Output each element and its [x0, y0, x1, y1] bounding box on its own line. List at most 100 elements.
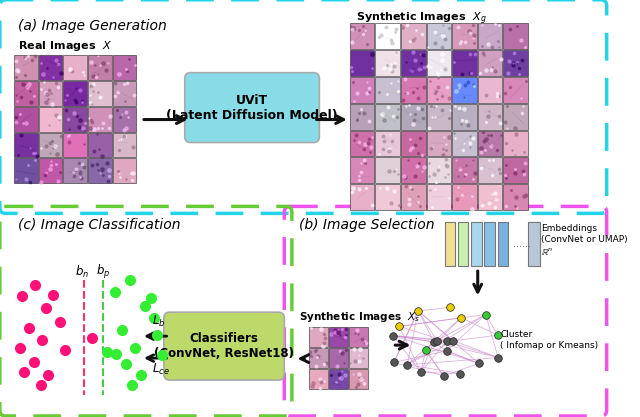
- Bar: [477, 103, 502, 130]
- Text: $b_p$: $b_p$: [95, 263, 110, 281]
- Bar: [349, 348, 368, 368]
- Text: $L_b$: $L_b$: [152, 314, 166, 329]
- Bar: [401, 184, 426, 211]
- Bar: [426, 158, 451, 183]
- Bar: [426, 103, 451, 130]
- Text: UViT
(Latent Diffusion Model): UViT (Latent Diffusion Model): [166, 93, 338, 122]
- Bar: [349, 327, 368, 347]
- Bar: [401, 23, 426, 49]
- Bar: [329, 369, 348, 389]
- Text: $b_n$: $b_n$: [75, 264, 89, 280]
- Text: (a) Image Generation: (a) Image Generation: [18, 19, 166, 33]
- Bar: [452, 158, 477, 183]
- Bar: [375, 77, 400, 103]
- Bar: [38, 158, 63, 183]
- Bar: [113, 55, 136, 80]
- Bar: [375, 103, 400, 130]
- Text: $L_{ce}$: $L_{ce}$: [152, 362, 170, 377]
- Bar: [458, 222, 468, 266]
- Bar: [88, 107, 112, 131]
- Bar: [349, 77, 374, 103]
- Bar: [375, 158, 400, 183]
- Bar: [63, 158, 87, 183]
- Text: Embeddings
(ConvNet or UMAP)
$\mathbb{R}^n$: Embeddings (ConvNet or UMAP) $\mathbb{R}…: [541, 224, 628, 256]
- Bar: [401, 103, 426, 130]
- Bar: [375, 23, 400, 49]
- Bar: [452, 23, 477, 49]
- Bar: [113, 133, 136, 158]
- Bar: [14, 107, 38, 131]
- Bar: [452, 103, 477, 130]
- Bar: [88, 158, 112, 183]
- Bar: [503, 131, 528, 156]
- Bar: [498, 222, 508, 266]
- Bar: [38, 80, 63, 106]
- Bar: [503, 77, 528, 103]
- Text: Synthetic Images  $X_s$: Synthetic Images $X_s$: [300, 310, 421, 324]
- Bar: [375, 184, 400, 211]
- Bar: [426, 50, 451, 75]
- Bar: [503, 50, 528, 75]
- Bar: [477, 131, 502, 156]
- Bar: [484, 222, 495, 266]
- Bar: [329, 327, 348, 347]
- Bar: [63, 133, 87, 158]
- Bar: [349, 369, 368, 389]
- Bar: [38, 55, 63, 80]
- Bar: [426, 184, 451, 211]
- Bar: [309, 369, 328, 389]
- Bar: [329, 348, 348, 368]
- Bar: [471, 222, 481, 266]
- Bar: [14, 158, 38, 183]
- Bar: [14, 55, 38, 80]
- Bar: [309, 327, 328, 347]
- Text: Synthetic Images  $X_g$: Synthetic Images $X_g$: [356, 11, 487, 27]
- Bar: [426, 23, 451, 49]
- Bar: [63, 107, 87, 131]
- Bar: [375, 131, 400, 156]
- Text: (b) Image Selection: (b) Image Selection: [300, 219, 435, 232]
- Bar: [63, 55, 87, 80]
- Bar: [113, 158, 136, 183]
- Bar: [349, 50, 374, 75]
- Bar: [401, 77, 426, 103]
- Bar: [401, 131, 426, 156]
- Bar: [452, 184, 477, 211]
- Bar: [503, 158, 528, 183]
- Bar: [38, 133, 63, 158]
- Bar: [503, 103, 528, 130]
- Text: Cluster
( Infomap or Kmeans): Cluster ( Infomap or Kmeans): [500, 330, 598, 350]
- Bar: [445, 222, 455, 266]
- Text: Classifiers
(ConvNet, ResNet18): Classifiers (ConvNet, ResNet18): [154, 332, 294, 360]
- Bar: [401, 50, 426, 75]
- Bar: [309, 348, 328, 368]
- Bar: [503, 23, 528, 49]
- Bar: [503, 184, 528, 211]
- Bar: [88, 80, 112, 106]
- Bar: [477, 77, 502, 103]
- Bar: [426, 77, 451, 103]
- Bar: [38, 107, 63, 131]
- Bar: [349, 23, 374, 49]
- Bar: [14, 80, 38, 106]
- Bar: [528, 222, 540, 266]
- Bar: [452, 50, 477, 75]
- FancyBboxPatch shape: [185, 73, 319, 143]
- Bar: [477, 50, 502, 75]
- Text: Real Images  $X$: Real Images $X$: [18, 39, 112, 53]
- Bar: [477, 158, 502, 183]
- Bar: [452, 131, 477, 156]
- Bar: [375, 50, 400, 75]
- Bar: [477, 184, 502, 211]
- Bar: [88, 55, 112, 80]
- Bar: [349, 103, 374, 130]
- Bar: [349, 131, 374, 156]
- Bar: [14, 133, 38, 158]
- Bar: [63, 80, 87, 106]
- Text: ......: ......: [513, 239, 531, 249]
- Bar: [452, 77, 477, 103]
- FancyBboxPatch shape: [164, 312, 284, 380]
- Bar: [401, 158, 426, 183]
- Bar: [349, 184, 374, 211]
- Text: (c) Image Classification: (c) Image Classification: [18, 219, 180, 232]
